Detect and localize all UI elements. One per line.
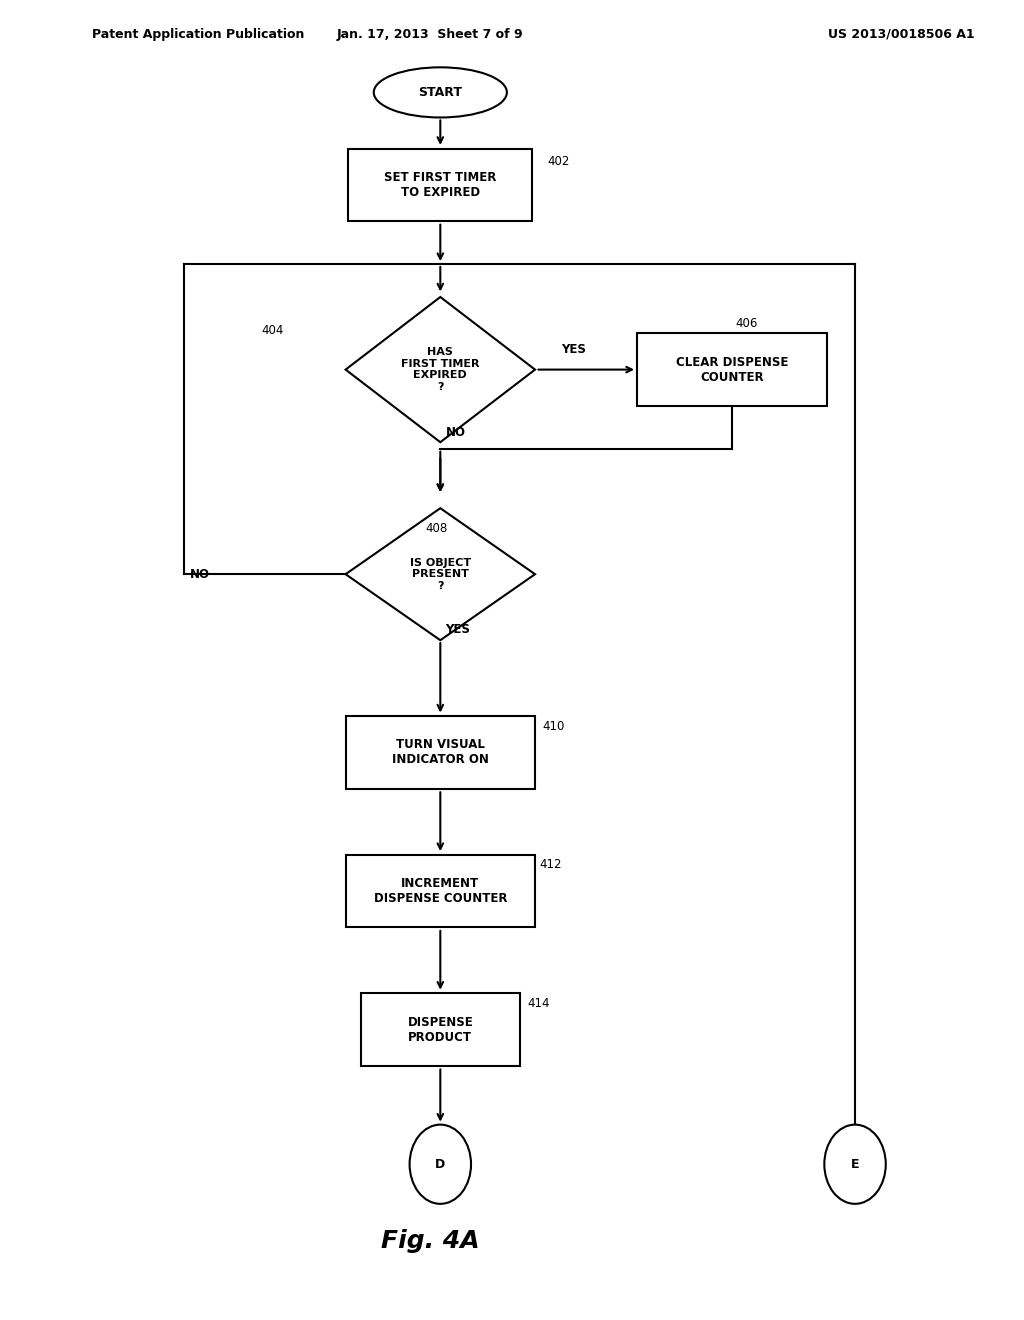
Text: CLEAR DISPENSE
COUNTER: CLEAR DISPENSE COUNTER [676, 355, 788, 384]
Text: YES: YES [445, 623, 470, 636]
Text: HAS
FIRST TIMER
EXPIRED
?: HAS FIRST TIMER EXPIRED ? [401, 347, 479, 392]
Text: IS OBJECT
PRESENT
?: IS OBJECT PRESENT ? [410, 557, 471, 591]
Text: US 2013/0018506 A1: US 2013/0018506 A1 [827, 28, 975, 41]
Text: 414: 414 [527, 997, 550, 1010]
Text: START: START [419, 86, 462, 99]
Text: Fig. 4A: Fig. 4A [381, 1229, 479, 1253]
Text: YES: YES [561, 343, 586, 356]
Text: INCREMENT
DISPENSE COUNTER: INCREMENT DISPENSE COUNTER [374, 876, 507, 906]
Circle shape [410, 1125, 471, 1204]
FancyBboxPatch shape [360, 993, 519, 1067]
FancyBboxPatch shape [346, 855, 535, 927]
Ellipse shape [374, 67, 507, 117]
Text: 408: 408 [425, 521, 447, 535]
Text: 406: 406 [735, 317, 758, 330]
FancyBboxPatch shape [348, 149, 532, 220]
FancyBboxPatch shape [637, 333, 826, 407]
Text: 402: 402 [548, 154, 570, 168]
Text: 410: 410 [543, 719, 565, 733]
Text: 404: 404 [261, 323, 284, 337]
Text: SET FIRST TIMER
TO EXPIRED: SET FIRST TIMER TO EXPIRED [384, 170, 497, 199]
Text: 412: 412 [540, 858, 562, 871]
Polygon shape [346, 297, 535, 442]
Circle shape [824, 1125, 886, 1204]
FancyBboxPatch shape [346, 715, 535, 789]
Text: TURN VISUAL
INDICATOR ON: TURN VISUAL INDICATOR ON [392, 738, 488, 767]
Text: DISPENSE
PRODUCT: DISPENSE PRODUCT [408, 1015, 473, 1044]
Text: NO: NO [189, 568, 210, 581]
Polygon shape [346, 508, 535, 640]
Text: E: E [851, 1158, 859, 1171]
Text: Jan. 17, 2013  Sheet 7 of 9: Jan. 17, 2013 Sheet 7 of 9 [337, 28, 523, 41]
Text: NO: NO [445, 426, 466, 440]
Text: D: D [435, 1158, 445, 1171]
Text: Patent Application Publication: Patent Application Publication [92, 28, 304, 41]
